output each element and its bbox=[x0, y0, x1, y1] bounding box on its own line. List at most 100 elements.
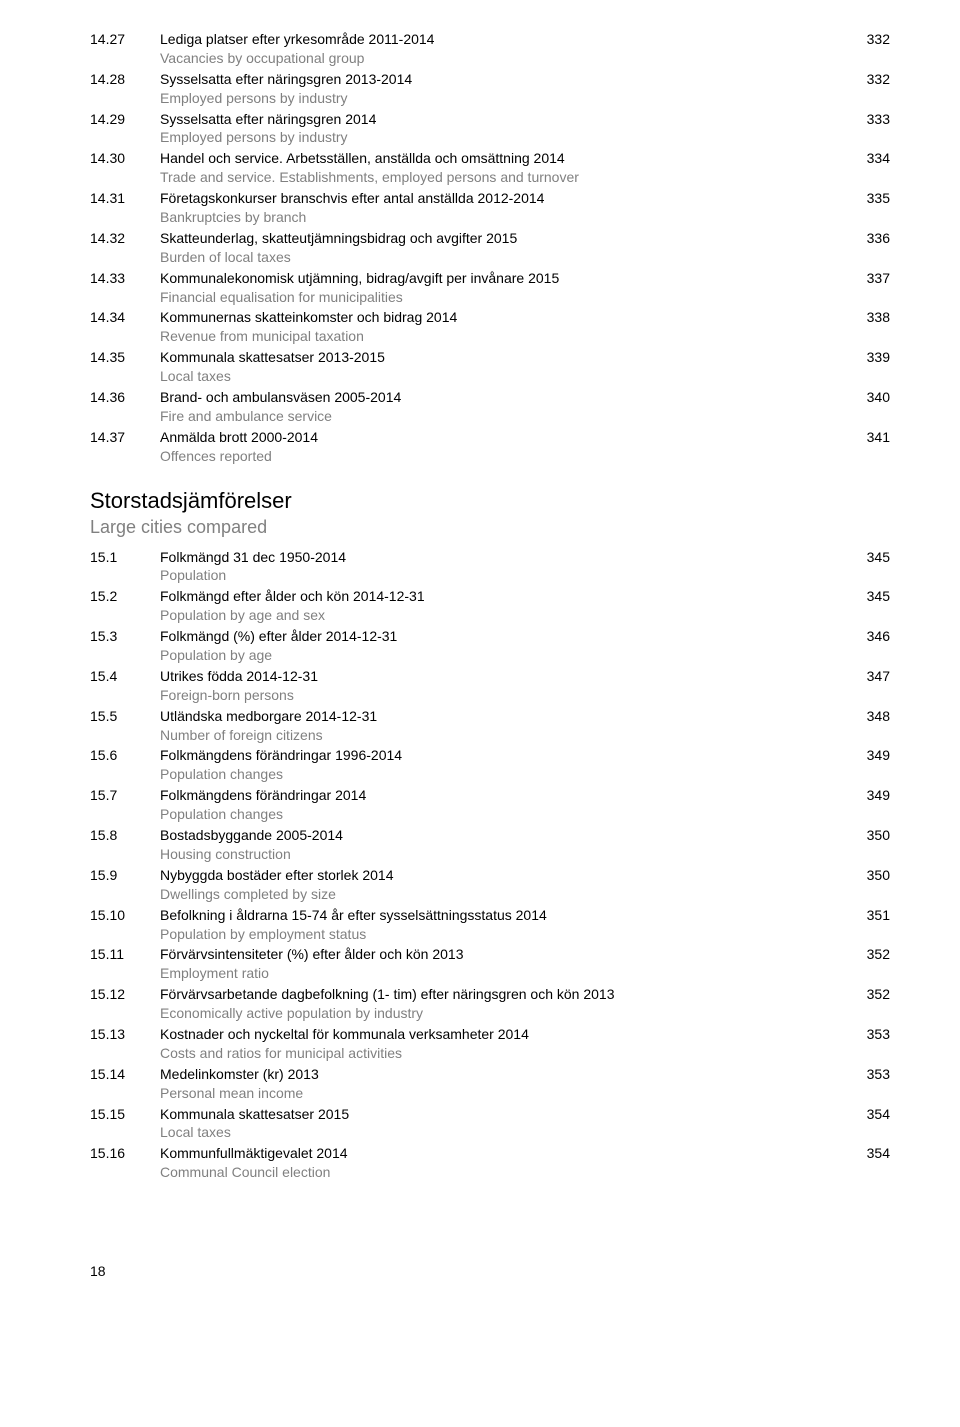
toc-row: 15.16Kommunfullmäktigevalet 2014Communal… bbox=[90, 1144, 890, 1182]
toc-content: Skatteunderlag, skatteutjämningsbidrag o… bbox=[160, 229, 840, 267]
toc-subtitle: Population by age and sex bbox=[160, 606, 840, 625]
toc-row: 15.14Medelinkomster (kr) 2013Personal me… bbox=[90, 1065, 890, 1103]
toc-number: 15.5 bbox=[90, 707, 160, 726]
toc-page: 334 bbox=[840, 149, 890, 168]
toc-page: 354 bbox=[840, 1144, 890, 1163]
toc-content: Anmälda brott 2000-2014Offences reported bbox=[160, 428, 840, 466]
toc-content: Utrikes födda 2014-12-31Foreign-born per… bbox=[160, 667, 840, 705]
toc-page: 332 bbox=[840, 30, 890, 49]
toc-number: 15.16 bbox=[90, 1144, 160, 1163]
toc-number: 15.11 bbox=[90, 945, 160, 964]
toc-subtitle: Economically active population by indust… bbox=[160, 1004, 840, 1023]
toc-subtitle: Financial equalisation for municipalitie… bbox=[160, 288, 840, 307]
toc-title: Lediga platser efter yrkesområde 2011-20… bbox=[160, 30, 840, 49]
toc-subtitle: Number of foreign citizens bbox=[160, 726, 840, 745]
toc-row: 15.6Folkmängdens förändringar 1996-2014P… bbox=[90, 746, 890, 784]
toc-subtitle: Burden of local taxes bbox=[160, 248, 840, 267]
toc-row: 14.36Brand- och ambulansväsen 2005-2014F… bbox=[90, 388, 890, 426]
toc-page: 338 bbox=[840, 308, 890, 327]
toc-title: Anmälda brott 2000-2014 bbox=[160, 428, 840, 447]
toc-row: 14.31Företagskonkurser branschvis efter … bbox=[90, 189, 890, 227]
toc-row: 14.33Kommunalekonomisk utjämning, bidrag… bbox=[90, 269, 890, 307]
toc-title: Sysselsatta efter näringsgren 2013-2014 bbox=[160, 70, 840, 89]
toc-content: Kommunernas skatteinkomster och bidrag 2… bbox=[160, 308, 840, 346]
toc-number: 15.13 bbox=[90, 1025, 160, 1044]
toc-page: 337 bbox=[840, 269, 890, 288]
toc-page: 345 bbox=[840, 548, 890, 567]
toc-page: 349 bbox=[840, 786, 890, 805]
toc-page: 345 bbox=[840, 587, 890, 606]
toc-content: Folkmängd (%) efter ålder 2014-12-31Popu… bbox=[160, 627, 840, 665]
toc-title: Folkmängdens förändringar 2014 bbox=[160, 786, 840, 805]
toc-list-1: 14.27Lediga platser efter yrkesområde 20… bbox=[90, 30, 890, 466]
toc-title: Utrikes födda 2014-12-31 bbox=[160, 667, 840, 686]
toc-content: Befolkning i åldrarna 15-74 år efter sys… bbox=[160, 906, 840, 944]
toc-page: 341 bbox=[840, 428, 890, 447]
toc-page: 350 bbox=[840, 866, 890, 885]
toc-number: 14.34 bbox=[90, 308, 160, 327]
toc-subtitle: Population by age bbox=[160, 646, 840, 665]
toc-subtitle: Population by employment status bbox=[160, 925, 840, 944]
toc-row: 15.10Befolkning i åldrarna 15-74 år efte… bbox=[90, 906, 890, 944]
toc-content: Förvärvsintensiteter (%) efter ålder och… bbox=[160, 945, 840, 983]
toc-subtitle: Trade and service. Establishments, emplo… bbox=[160, 168, 840, 187]
toc-subtitle: Bankruptcies by branch bbox=[160, 208, 840, 227]
toc-page: 349 bbox=[840, 746, 890, 765]
toc-subtitle: Costs and ratios for municipal activitie… bbox=[160, 1044, 840, 1063]
toc-content: Folkmängd efter ålder och kön 2014-12-31… bbox=[160, 587, 840, 625]
toc-title: Kommunernas skatteinkomster och bidrag 2… bbox=[160, 308, 840, 327]
toc-title: Folkmängd 31 dec 1950-2014 bbox=[160, 548, 840, 567]
toc-page: 332 bbox=[840, 70, 890, 89]
toc-title: Företagskonkurser branschvis efter antal… bbox=[160, 189, 840, 208]
toc-number: 15.3 bbox=[90, 627, 160, 646]
toc-row: 14.34Kommunernas skatteinkomster och bid… bbox=[90, 308, 890, 346]
toc-content: Medelinkomster (kr) 2013Personal mean in… bbox=[160, 1065, 840, 1103]
toc-number: 14.31 bbox=[90, 189, 160, 208]
toc-subtitle: Offences reported bbox=[160, 447, 840, 466]
section-subtitle: Large cities compared bbox=[90, 515, 890, 539]
toc-number: 15.6 bbox=[90, 746, 160, 765]
toc-number: 15.15 bbox=[90, 1105, 160, 1124]
toc-subtitle: Fire and ambulance service bbox=[160, 407, 840, 426]
section-heading: Storstadsjämförelser Large cities compar… bbox=[90, 486, 890, 540]
toc-title: Förvärvsintensiteter (%) efter ålder och… bbox=[160, 945, 840, 964]
toc-subtitle: Population changes bbox=[160, 805, 840, 824]
toc-content: Kommunalekonomisk utjämning, bidrag/avgi… bbox=[160, 269, 840, 307]
toc-row: 15.9Nybyggda bostäder efter storlek 2014… bbox=[90, 866, 890, 904]
toc-page: 340 bbox=[840, 388, 890, 407]
toc-number: 15.14 bbox=[90, 1065, 160, 1084]
page-number: 18 bbox=[90, 1262, 890, 1281]
toc-subtitle: Employed persons by industry bbox=[160, 89, 840, 108]
toc-subtitle: Revenue from municipal taxation bbox=[160, 327, 840, 346]
toc-number: 15.10 bbox=[90, 906, 160, 925]
toc-subtitle: Vacancies by occupational group bbox=[160, 49, 840, 68]
toc-page: 333 bbox=[840, 110, 890, 129]
toc-content: Bostadsbyggande 2005-2014Housing constru… bbox=[160, 826, 840, 864]
toc-row: 14.27Lediga platser efter yrkesområde 20… bbox=[90, 30, 890, 68]
toc-page: 336 bbox=[840, 229, 890, 248]
toc-number: 14.35 bbox=[90, 348, 160, 367]
toc-page: 335 bbox=[840, 189, 890, 208]
toc-title: Befolkning i åldrarna 15-74 år efter sys… bbox=[160, 906, 840, 925]
toc-row: 14.28Sysselsatta efter näringsgren 2013-… bbox=[90, 70, 890, 108]
toc-content: Utländska medborgare 2014-12-31Number of… bbox=[160, 707, 840, 745]
toc-page: 353 bbox=[840, 1065, 890, 1084]
toc-number: 15.1 bbox=[90, 548, 160, 567]
toc-number: 14.37 bbox=[90, 428, 160, 447]
toc-page: 350 bbox=[840, 826, 890, 845]
toc-page: 346 bbox=[840, 627, 890, 646]
toc-subtitle: Employed persons by industry bbox=[160, 128, 840, 147]
toc-subtitle: Foreign-born persons bbox=[160, 686, 840, 705]
toc-page: 351 bbox=[840, 906, 890, 925]
toc-content: Handel och service. Arbetsställen, anstä… bbox=[160, 149, 840, 187]
toc-page: 352 bbox=[840, 945, 890, 964]
toc-page: 339 bbox=[840, 348, 890, 367]
toc-subtitle: Personal mean income bbox=[160, 1084, 840, 1103]
toc-number: 14.29 bbox=[90, 110, 160, 129]
toc-title: Utländska medborgare 2014-12-31 bbox=[160, 707, 840, 726]
toc-title: Sysselsatta efter näringsgren 2014 bbox=[160, 110, 840, 129]
toc-title: Handel och service. Arbetsställen, anstä… bbox=[160, 149, 840, 168]
toc-number: 15.9 bbox=[90, 866, 160, 885]
toc-content: Folkmängd 31 dec 1950-2014Population bbox=[160, 548, 840, 586]
toc-row: 14.32Skatteunderlag, skatteutjämningsbid… bbox=[90, 229, 890, 267]
